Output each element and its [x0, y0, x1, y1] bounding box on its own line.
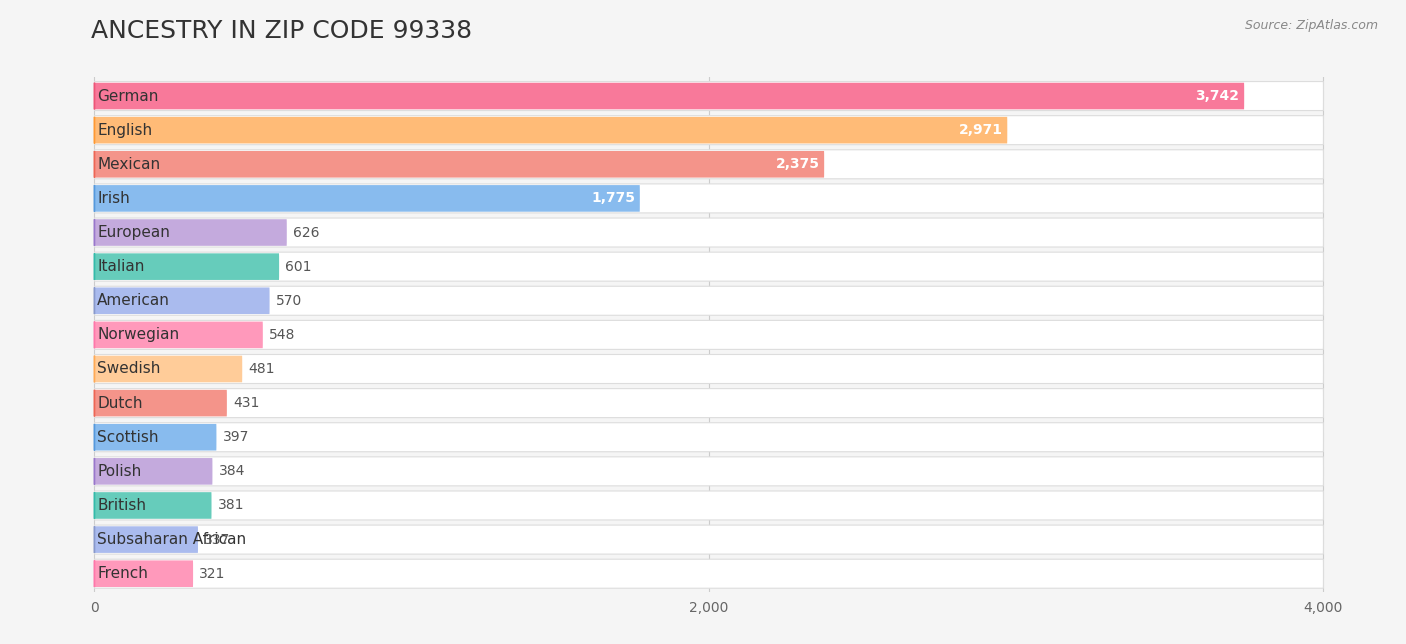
- Text: Source: ZipAtlas.com: Source: ZipAtlas.com: [1244, 19, 1378, 32]
- Text: Dutch: Dutch: [97, 395, 142, 411]
- FancyBboxPatch shape: [94, 252, 1323, 281]
- Text: 2,375: 2,375: [776, 157, 820, 171]
- FancyBboxPatch shape: [94, 457, 1323, 486]
- Text: Norwegian: Norwegian: [97, 327, 180, 343]
- FancyBboxPatch shape: [94, 253, 280, 280]
- FancyBboxPatch shape: [94, 321, 263, 348]
- FancyBboxPatch shape: [94, 388, 1323, 417]
- Text: Polish: Polish: [97, 464, 142, 479]
- Text: 548: 548: [269, 328, 295, 342]
- FancyBboxPatch shape: [94, 184, 1323, 213]
- FancyBboxPatch shape: [94, 287, 1323, 316]
- FancyBboxPatch shape: [94, 491, 1323, 520]
- Text: German: German: [97, 88, 159, 104]
- Text: Irish: Irish: [97, 191, 129, 206]
- Text: ANCESTRY IN ZIP CODE 99338: ANCESTRY IN ZIP CODE 99338: [91, 19, 472, 43]
- FancyBboxPatch shape: [94, 320, 1323, 350]
- FancyBboxPatch shape: [94, 219, 287, 246]
- FancyBboxPatch shape: [94, 355, 242, 383]
- Text: Italian: Italian: [97, 259, 145, 274]
- FancyBboxPatch shape: [94, 287, 270, 314]
- Text: 337: 337: [204, 533, 231, 547]
- Text: 381: 381: [218, 498, 245, 513]
- Text: Swedish: Swedish: [97, 361, 160, 377]
- FancyBboxPatch shape: [94, 424, 217, 451]
- FancyBboxPatch shape: [94, 82, 1323, 111]
- Text: 384: 384: [218, 464, 245, 478]
- Text: 3,742: 3,742: [1195, 89, 1240, 103]
- Text: 570: 570: [276, 294, 302, 308]
- Text: 431: 431: [233, 396, 259, 410]
- Text: English: English: [97, 122, 152, 138]
- Text: 321: 321: [200, 567, 225, 581]
- FancyBboxPatch shape: [94, 525, 1323, 554]
- FancyBboxPatch shape: [94, 117, 1007, 144]
- Text: 397: 397: [222, 430, 249, 444]
- FancyBboxPatch shape: [94, 422, 1323, 451]
- Text: European: European: [97, 225, 170, 240]
- Text: 601: 601: [285, 260, 312, 274]
- Text: 626: 626: [292, 225, 319, 240]
- Text: Subsaharan African: Subsaharan African: [97, 532, 246, 547]
- Text: Mexican: Mexican: [97, 156, 160, 172]
- FancyBboxPatch shape: [94, 82, 1244, 109]
- FancyBboxPatch shape: [94, 150, 1323, 179]
- FancyBboxPatch shape: [94, 390, 226, 417]
- FancyBboxPatch shape: [94, 185, 640, 212]
- Text: 1,775: 1,775: [591, 191, 636, 205]
- Text: British: British: [97, 498, 146, 513]
- FancyBboxPatch shape: [94, 116, 1323, 145]
- FancyBboxPatch shape: [94, 559, 1323, 588]
- Text: 2,971: 2,971: [959, 123, 1002, 137]
- Text: 481: 481: [249, 362, 276, 376]
- FancyBboxPatch shape: [94, 151, 824, 178]
- FancyBboxPatch shape: [94, 354, 1323, 383]
- Text: Scottish: Scottish: [97, 430, 159, 445]
- FancyBboxPatch shape: [94, 458, 212, 485]
- Text: French: French: [97, 566, 148, 582]
- FancyBboxPatch shape: [94, 526, 198, 553]
- FancyBboxPatch shape: [94, 492, 211, 519]
- FancyBboxPatch shape: [94, 218, 1323, 247]
- Text: American: American: [97, 293, 170, 308]
- FancyBboxPatch shape: [94, 560, 193, 587]
